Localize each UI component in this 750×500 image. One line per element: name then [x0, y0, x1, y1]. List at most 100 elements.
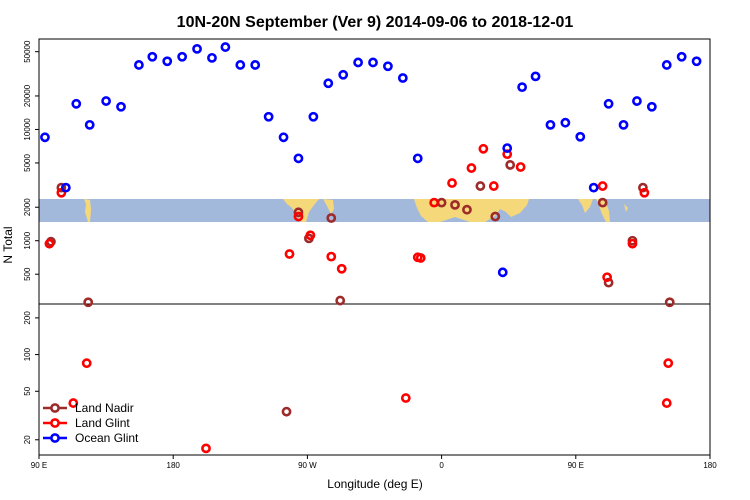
- x-tick-label: 90 E: [31, 461, 47, 470]
- x-tick-label: 90 W: [298, 461, 317, 470]
- ocean-glint-point: [632, 96, 642, 106]
- land-glint-point: [68, 398, 79, 408]
- land-glint-point: [305, 230, 316, 241]
- land-nadir-point: [603, 277, 614, 288]
- ocean-glint-point: [71, 98, 82, 109]
- land-glint-point: [447, 178, 457, 188]
- ocean-glint-point: [560, 117, 571, 128]
- ocean-glint-point: [517, 82, 528, 93]
- lower-panel-frame: [38, 303, 711, 456]
- land-glint-point: [661, 398, 672, 408]
- land-glint-point: [326, 251, 337, 262]
- land-band: [39, 199, 710, 222]
- y-axis-label: N Total: [1, 226, 15, 263]
- ocean-glint-point: [134, 60, 144, 70]
- x-tick-label: 90 E: [568, 461, 584, 470]
- ocean-glint-point: [235, 60, 246, 70]
- ocean-glint-point: [618, 119, 629, 130]
- ocean-glint-point: [116, 101, 126, 112]
- land-glint-point: [639, 187, 650, 198]
- ocean-glint-point: [293, 153, 304, 164]
- ocean-glint-point: [308, 111, 319, 122]
- land-shape: [323, 199, 334, 214]
- ocean-glint-point: [323, 78, 334, 89]
- land-nadir-point: [56, 182, 67, 193]
- land-nadir-point: [83, 297, 94, 308]
- land-glint-point: [201, 443, 211, 454]
- ocean-glint-point: [545, 119, 556, 130]
- legend-label-ocean-glint: Ocean Glint: [75, 431, 139, 445]
- land-glint-point: [466, 163, 477, 173]
- land-shape: [624, 204, 628, 212]
- land-nadir-point: [664, 297, 675, 308]
- legend-label-land-nadir: Land Nadir: [75, 401, 134, 415]
- land-nadir-point: [462, 204, 472, 215]
- land-glint-point: [627, 238, 638, 249]
- ocean-glint-point: [162, 56, 173, 67]
- land-glint-point: [284, 249, 295, 259]
- ocean-glint-point: [502, 143, 513, 153]
- ocean-glint-point: [101, 96, 111, 106]
- legend-marker-ocean-glint: [50, 433, 60, 443]
- ocean-glint-point: [661, 60, 672, 70]
- land-glint-point: [293, 211, 304, 222]
- land-glint-point: [400, 393, 411, 403]
- data-points: [40, 42, 702, 454]
- land-glint-point: [515, 162, 526, 172]
- ocean-glint-point: [192, 43, 202, 54]
- upper-y-tick-label: 50000: [23, 40, 32, 63]
- upper-y-tick-label: 20000: [23, 84, 32, 107]
- ocean-glint-point: [338, 69, 349, 80]
- upper-y-tick-label: 2000: [23, 198, 32, 216]
- x-tick-label: 0: [439, 461, 444, 470]
- land-glint-point: [488, 181, 499, 191]
- ocean-glint-point: [60, 182, 71, 193]
- ocean-glint-point: [588, 182, 599, 193]
- ocean-glint-point: [353, 57, 363, 68]
- ocean-glint-point: [278, 132, 289, 143]
- chart-title: 10N-20N September (Ver 9) 2014-09-06 to …: [177, 14, 574, 31]
- ocean-band: [39, 199, 710, 222]
- land-nadir-point: [638, 182, 648, 193]
- land-nadir-point: [281, 406, 292, 417]
- upper-y-tick-label: 500: [23, 267, 32, 281]
- ocean-glint-point: [646, 101, 657, 112]
- ocean-glint-point: [676, 51, 687, 62]
- lower-y-tick-label: 100: [23, 347, 32, 361]
- ocean-glint-point: [530, 71, 541, 82]
- ocean-glint-point: [691, 56, 702, 67]
- land-nadir-point: [490, 211, 501, 222]
- ocean-glint-point: [368, 57, 378, 68]
- legend-marker-land-glint: [50, 418, 60, 428]
- lower-y-tick-label: 50: [23, 386, 32, 395]
- ocean-glint-point: [220, 42, 231, 52]
- lower-y-tick-label: 20: [23, 435, 32, 444]
- lower-y-tick-label: 200: [23, 311, 32, 325]
- land-shape: [84, 199, 91, 222]
- land-glint-point: [597, 181, 608, 191]
- legend-marker-land-nadir: [50, 403, 60, 413]
- ocean-glint-point: [250, 60, 261, 70]
- land-glint-point: [44, 238, 55, 249]
- ocean-glint-point: [207, 52, 217, 63]
- land-glint-point: [602, 272, 613, 283]
- legend-label-land-glint: Land Glint: [75, 416, 130, 430]
- land-glint-point: [663, 358, 674, 369]
- land-glint-point: [81, 358, 92, 369]
- upper-y-tick-label: 10000: [23, 118, 32, 141]
- ocean-glint-point: [40, 132, 50, 143]
- land-shape: [578, 199, 593, 213]
- x-tick-label: 180: [703, 461, 717, 470]
- land-nadir-point: [450, 199, 460, 210]
- ocean-glint-point: [575, 131, 586, 142]
- land-nadir-point: [505, 160, 516, 170]
- land-glint-point: [415, 253, 426, 263]
- land-nadir-point: [293, 207, 304, 218]
- ocean-glint-point: [84, 119, 95, 130]
- x-axis-label: Longitude (deg E): [327, 477, 422, 491]
- ocean-glint-point: [383, 61, 393, 72]
- upper-panel-frame: [38, 38, 711, 305]
- x-tick-label: 180: [167, 461, 181, 470]
